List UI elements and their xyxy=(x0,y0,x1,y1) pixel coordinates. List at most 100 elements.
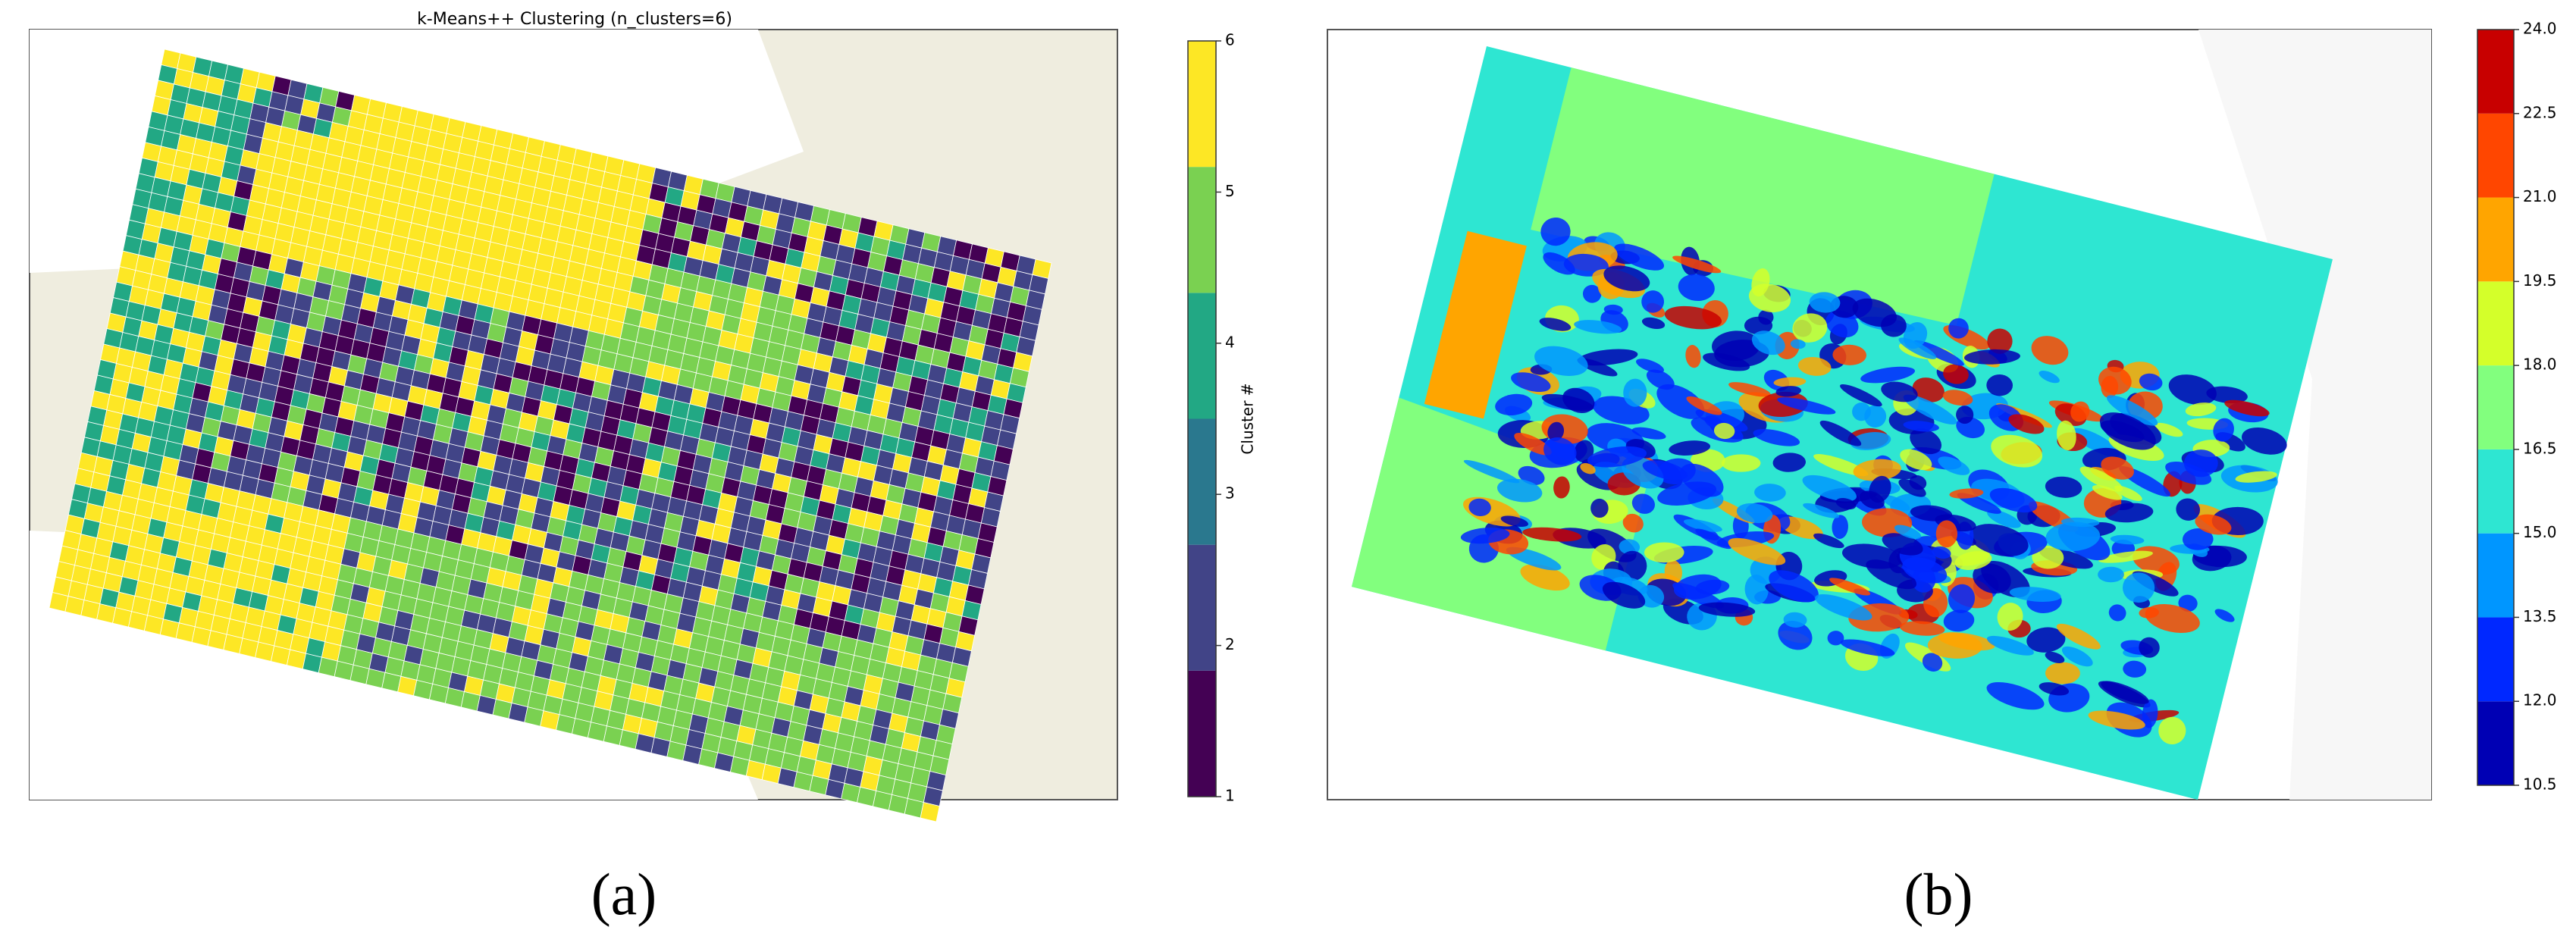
field-blob xyxy=(1622,513,1644,533)
field-blob xyxy=(2099,412,2156,450)
field-blob xyxy=(2009,587,2061,602)
field-blob xyxy=(2145,604,2200,634)
field-blob xyxy=(1522,527,1582,542)
colorbar-tick-label: 18.0 xyxy=(2523,355,2557,374)
field-blob xyxy=(1657,481,1717,506)
field-blob xyxy=(1825,310,1859,338)
field-blob xyxy=(1932,546,1951,559)
field-blob xyxy=(2182,528,2214,550)
field-blob xyxy=(2110,534,2145,545)
field-blob xyxy=(2026,627,2066,653)
field-blob xyxy=(1832,344,1867,365)
field-blob xyxy=(2155,422,2183,437)
field-blob xyxy=(1909,475,1927,490)
field-blob xyxy=(1815,594,1872,621)
field-blob xyxy=(2106,395,2158,426)
colorbar-segment xyxy=(2477,281,2514,366)
field-blob xyxy=(1685,345,1701,368)
panel-title: k-Means++ Clustering (n_clusters=6) xyxy=(417,10,732,29)
field-blob xyxy=(1973,563,2011,594)
field-blob xyxy=(1773,377,1807,387)
land-b xyxy=(2198,30,2431,800)
field-blob xyxy=(2057,420,2076,451)
field-blob xyxy=(1641,317,1666,330)
field-blob xyxy=(1728,537,1786,565)
field-blob xyxy=(2079,466,2123,492)
field-blob xyxy=(1783,612,1807,628)
field-blob xyxy=(2242,428,2287,455)
field-blob xyxy=(1927,633,1982,659)
field-blob xyxy=(1987,328,2013,354)
field-blob xyxy=(1673,574,1722,600)
field-blob xyxy=(1623,378,1647,407)
grid-cell xyxy=(920,802,940,822)
field-blob xyxy=(1514,432,1552,456)
field-blob xyxy=(1496,478,1543,503)
field-blob xyxy=(1991,434,2043,468)
field-blob xyxy=(1948,584,1976,613)
field-blob xyxy=(1543,252,1575,275)
field-blob xyxy=(1656,384,1705,419)
field-blob xyxy=(1912,377,1945,402)
field-blob xyxy=(1935,520,1958,548)
field-blob xyxy=(1772,453,1807,472)
field-blob xyxy=(2224,399,2270,417)
field-blob xyxy=(1827,631,1844,646)
colorbar-segment xyxy=(1188,293,1216,419)
field-blob xyxy=(1903,394,1957,425)
field-blob xyxy=(1778,621,1813,650)
field-blob xyxy=(1520,564,1570,591)
field-blob xyxy=(1619,539,1641,555)
field-blob xyxy=(2139,637,2160,658)
field-blob xyxy=(1631,427,1666,440)
field-blob xyxy=(1898,478,1926,497)
field-blob xyxy=(2195,514,2232,535)
field-blob xyxy=(2185,402,2217,417)
field-blob xyxy=(1832,515,1848,540)
field-blob xyxy=(1964,349,2020,365)
colorbar-tick-label: 4 xyxy=(1225,333,1235,351)
field-blob xyxy=(1495,393,1533,416)
field-blob xyxy=(1644,542,1684,563)
field-blob xyxy=(2213,418,2234,442)
field-blob xyxy=(1866,559,1917,590)
field-blob xyxy=(1751,330,1785,355)
colorbar-tick-label: 12.0 xyxy=(2523,691,2557,709)
field-blob xyxy=(1695,409,1748,432)
field-blob xyxy=(1587,446,1647,468)
field-blob xyxy=(1881,494,1910,511)
field-blob xyxy=(1986,635,2034,656)
colorbar-segment xyxy=(2477,449,2514,534)
caption: (a) xyxy=(591,861,657,927)
field-blob xyxy=(1582,284,1602,303)
colorbar-tick-label: 13.5 xyxy=(2523,607,2557,625)
field-blob xyxy=(1943,364,1969,384)
field-blob xyxy=(1736,503,1773,524)
colorbar-segment xyxy=(2477,533,2514,618)
colorbar-tick-label: 21.0 xyxy=(2523,187,2557,205)
field-blob xyxy=(1539,318,1572,331)
field-blob xyxy=(1900,621,1945,636)
field-blob xyxy=(1614,243,1665,271)
field-blob xyxy=(2092,484,2123,500)
field-blob xyxy=(1602,581,1646,609)
field-blob xyxy=(1792,313,1828,343)
field-blob xyxy=(1797,357,1832,376)
field-blob xyxy=(2045,651,2065,664)
field-blob xyxy=(1511,372,1551,393)
field-blob xyxy=(1829,578,1871,596)
field-blob xyxy=(2039,371,2060,384)
field-blob xyxy=(1813,533,1844,549)
field-blob xyxy=(1754,484,1786,502)
field-blob xyxy=(2104,503,2154,523)
field-blob xyxy=(2101,456,2134,480)
field-blob xyxy=(1574,320,1622,334)
field-blob xyxy=(1853,459,1901,481)
field-blob xyxy=(1948,318,1969,339)
field-blob xyxy=(1986,374,2013,396)
field-blob xyxy=(1881,314,1907,337)
field-blob xyxy=(1903,421,1939,432)
field-blob xyxy=(1744,316,1773,335)
colorbar-segment xyxy=(2477,30,2514,114)
